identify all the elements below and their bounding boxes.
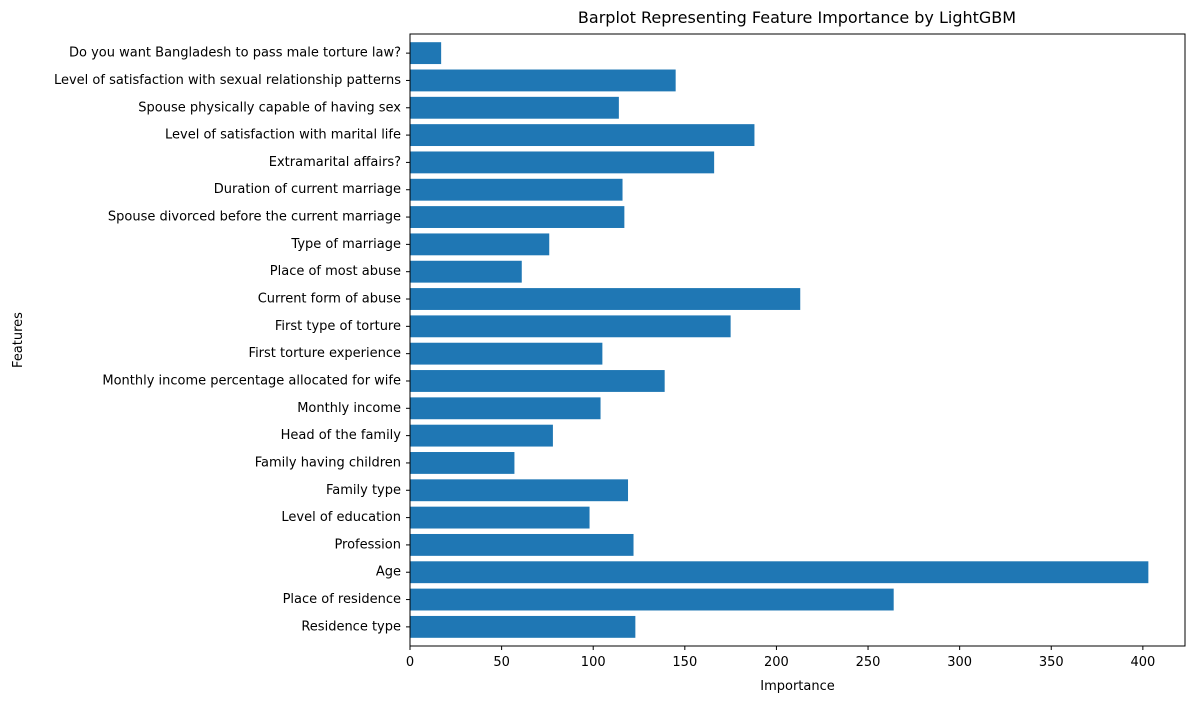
- bar-1: [410, 588, 894, 611]
- y-tick-label: Do you want Bangladesh to pass male tort…: [69, 46, 401, 61]
- x-axis-label: Importance: [760, 679, 835, 694]
- y-tick-label: Current form of abuse: [258, 292, 401, 307]
- bar-18: [410, 124, 755, 147]
- y-tick-label: Age: [376, 565, 401, 580]
- bar-4: [410, 506, 590, 529]
- y-tick-label: Spouse physically capable of having sex: [138, 100, 401, 115]
- bar-21: [410, 42, 442, 65]
- chart-title: Barplot Representing Feature Importance …: [578, 8, 1016, 27]
- bar-15: [410, 206, 625, 228]
- bar-19: [410, 96, 619, 119]
- x-tick-label: 0: [406, 655, 414, 670]
- y-tick-label: Residence type: [301, 619, 401, 634]
- bar-5: [410, 479, 629, 502]
- y-tick-label: First torture experience: [249, 346, 401, 361]
- y-axis-label: Features: [11, 312, 26, 368]
- y-tick-label: Type of marriage: [290, 237, 401, 252]
- y-tick-label: Head of the family: [281, 428, 402, 443]
- x-axis-ticks: 0 50 100 150 200 250 300 350 400: [406, 646, 1155, 670]
- y-tick-label: Family type: [326, 483, 401, 498]
- y-tick-label: First type of torture: [275, 319, 401, 334]
- y-tick-label: Spouse divorced before the current marri…: [108, 210, 401, 225]
- y-tick-label: Duration of current marriage: [214, 182, 401, 197]
- y-tick-label: Level of satisfaction with marital life: [165, 128, 401, 143]
- x-tick-label: 50: [493, 655, 510, 670]
- plot-frame: [409, 33, 1186, 647]
- y-axis-ticks: Residence type Place of residence Age Profe…: [54, 46, 410, 634]
- bar-8: [410, 397, 601, 420]
- x-tick-label: 400: [1130, 655, 1155, 670]
- bar-0: [410, 615, 636, 638]
- y-tick-label: Profession: [334, 537, 401, 552]
- bar-2: [410, 561, 1149, 584]
- bar-6: [410, 452, 515, 474]
- y-tick-label: Extramarital affairs?: [269, 155, 401, 170]
- bars-group: [410, 42, 1149, 638]
- x-tick-label: 200: [764, 655, 789, 670]
- bar-12: [410, 288, 801, 310]
- bar-14: [410, 233, 550, 256]
- x-tick-label: 300: [947, 655, 972, 670]
- y-tick-label: Level of education: [281, 510, 401, 525]
- x-tick-label: 150: [672, 655, 697, 670]
- y-tick-label: Monthly income percentage allocated for …: [102, 373, 401, 388]
- bar-3: [410, 533, 634, 556]
- bar-20: [410, 69, 676, 92]
- x-tick-label: 350: [1039, 655, 1064, 670]
- bar-11: [410, 315, 731, 338]
- y-tick-label: Monthly income: [297, 401, 401, 416]
- x-tick-label: 100: [581, 655, 606, 670]
- bar-10: [410, 342, 603, 365]
- bar-7: [410, 424, 553, 447]
- y-tick-label: Family having children: [255, 455, 401, 470]
- y-tick-label: Place of residence: [283, 592, 401, 607]
- y-tick-label: Place of most abuse: [270, 264, 401, 279]
- bar-13: [410, 260, 522, 283]
- y-tick-label: Level of satisfaction with sexual relati…: [54, 73, 401, 88]
- x-tick-label: 250: [856, 655, 881, 670]
- bar-9: [410, 370, 665, 392]
- bar-17: [410, 151, 715, 174]
- bar-16: [410, 178, 623, 201]
